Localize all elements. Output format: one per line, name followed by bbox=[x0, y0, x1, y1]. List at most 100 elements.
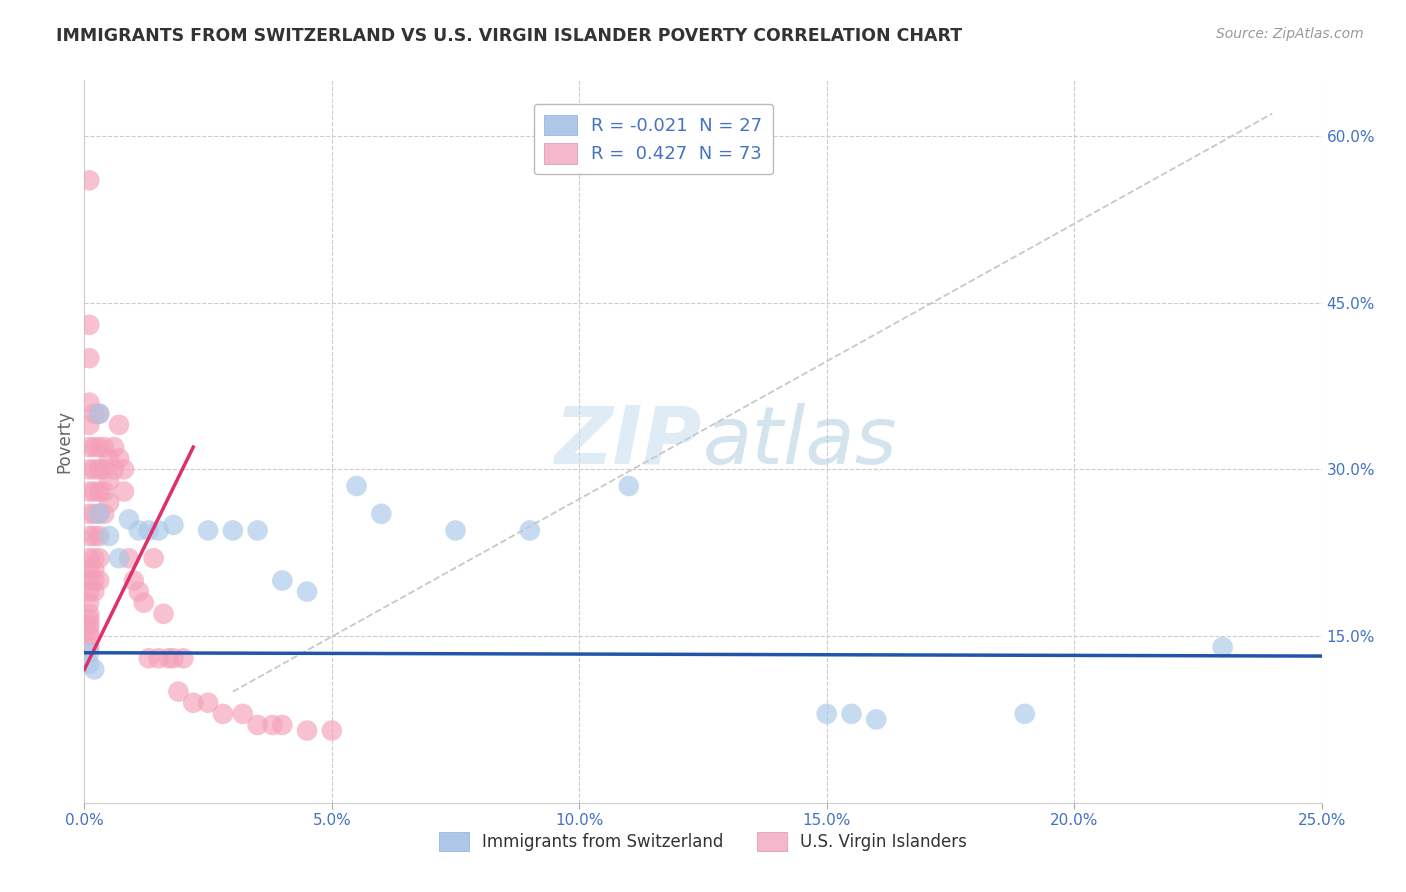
Point bbox=[79, 629, 101, 643]
Point bbox=[79, 507, 101, 521]
Point bbox=[79, 596, 101, 610]
Point bbox=[79, 584, 101, 599]
Point bbox=[89, 507, 111, 521]
Point bbox=[321, 723, 343, 738]
Point bbox=[93, 507, 115, 521]
Point bbox=[79, 562, 101, 576]
Point bbox=[83, 662, 105, 676]
Point bbox=[181, 696, 204, 710]
Point bbox=[79, 484, 101, 499]
Point bbox=[93, 462, 115, 476]
Point bbox=[108, 417, 131, 432]
Point bbox=[79, 624, 101, 638]
Point bbox=[148, 524, 170, 538]
Point bbox=[128, 524, 150, 538]
Point bbox=[89, 574, 111, 588]
Point bbox=[841, 706, 863, 721]
Point bbox=[83, 440, 105, 454]
Point bbox=[79, 395, 101, 409]
Legend: Immigrants from Switzerland, U.S. Virgin Islanders: Immigrants from Switzerland, U.S. Virgin… bbox=[430, 823, 976, 860]
Point bbox=[132, 596, 155, 610]
Point bbox=[138, 651, 160, 665]
Point bbox=[79, 462, 101, 476]
Point bbox=[98, 451, 121, 466]
Point bbox=[83, 551, 105, 566]
Point bbox=[346, 479, 368, 493]
Point bbox=[271, 718, 294, 732]
Point bbox=[172, 651, 194, 665]
Point bbox=[370, 507, 392, 521]
Point bbox=[89, 551, 111, 566]
Point bbox=[271, 574, 294, 588]
Point bbox=[212, 706, 235, 721]
Point bbox=[103, 462, 125, 476]
Text: ZIP: ZIP bbox=[554, 402, 702, 481]
Point bbox=[162, 651, 184, 665]
Point bbox=[98, 529, 121, 543]
Point bbox=[295, 723, 318, 738]
Point bbox=[197, 696, 219, 710]
Point bbox=[148, 651, 170, 665]
Point bbox=[83, 584, 105, 599]
Point bbox=[89, 407, 111, 421]
Point bbox=[98, 474, 121, 488]
Point bbox=[112, 484, 135, 499]
Point bbox=[83, 407, 105, 421]
Point bbox=[79, 173, 101, 187]
Point bbox=[83, 462, 105, 476]
Point bbox=[89, 462, 111, 476]
Text: Source: ZipAtlas.com: Source: ZipAtlas.com bbox=[1216, 27, 1364, 41]
Y-axis label: Poverty: Poverty bbox=[55, 410, 73, 473]
Point bbox=[246, 524, 269, 538]
Point bbox=[162, 517, 184, 532]
Point bbox=[122, 574, 145, 588]
Point bbox=[167, 684, 190, 698]
Point bbox=[222, 524, 245, 538]
Point bbox=[93, 440, 115, 454]
Point bbox=[83, 507, 105, 521]
Point bbox=[79, 440, 101, 454]
Point bbox=[83, 529, 105, 543]
Point bbox=[79, 618, 101, 632]
Point bbox=[108, 551, 131, 566]
Point bbox=[79, 318, 101, 332]
Point bbox=[83, 484, 105, 499]
Point bbox=[157, 651, 180, 665]
Point bbox=[83, 562, 105, 576]
Point bbox=[197, 524, 219, 538]
Point bbox=[865, 713, 887, 727]
Point bbox=[79, 612, 101, 626]
Point bbox=[89, 484, 111, 499]
Point bbox=[89, 440, 111, 454]
Point bbox=[89, 529, 111, 543]
Point bbox=[444, 524, 467, 538]
Point bbox=[79, 529, 101, 543]
Point bbox=[142, 551, 165, 566]
Point bbox=[617, 479, 640, 493]
Point bbox=[1212, 640, 1234, 655]
Point bbox=[79, 417, 101, 432]
Point bbox=[79, 351, 101, 366]
Point bbox=[79, 646, 101, 660]
Point bbox=[815, 706, 838, 721]
Point bbox=[108, 451, 131, 466]
Point bbox=[519, 524, 541, 538]
Text: IMMIGRANTS FROM SWITZERLAND VS U.S. VIRGIN ISLANDER POVERTY CORRELATION CHART: IMMIGRANTS FROM SWITZERLAND VS U.S. VIRG… bbox=[56, 27, 962, 45]
Point bbox=[262, 718, 284, 732]
Point bbox=[103, 440, 125, 454]
Point bbox=[246, 718, 269, 732]
Point bbox=[79, 574, 101, 588]
Point bbox=[79, 657, 101, 671]
Point bbox=[118, 551, 141, 566]
Point bbox=[118, 512, 141, 526]
Point bbox=[112, 462, 135, 476]
Point bbox=[138, 524, 160, 538]
Point bbox=[83, 574, 105, 588]
Point bbox=[128, 584, 150, 599]
Point bbox=[295, 584, 318, 599]
Point bbox=[1014, 706, 1036, 721]
Text: atlas: atlas bbox=[703, 402, 898, 481]
Point bbox=[152, 607, 174, 621]
Point bbox=[79, 640, 101, 655]
Point bbox=[98, 496, 121, 510]
